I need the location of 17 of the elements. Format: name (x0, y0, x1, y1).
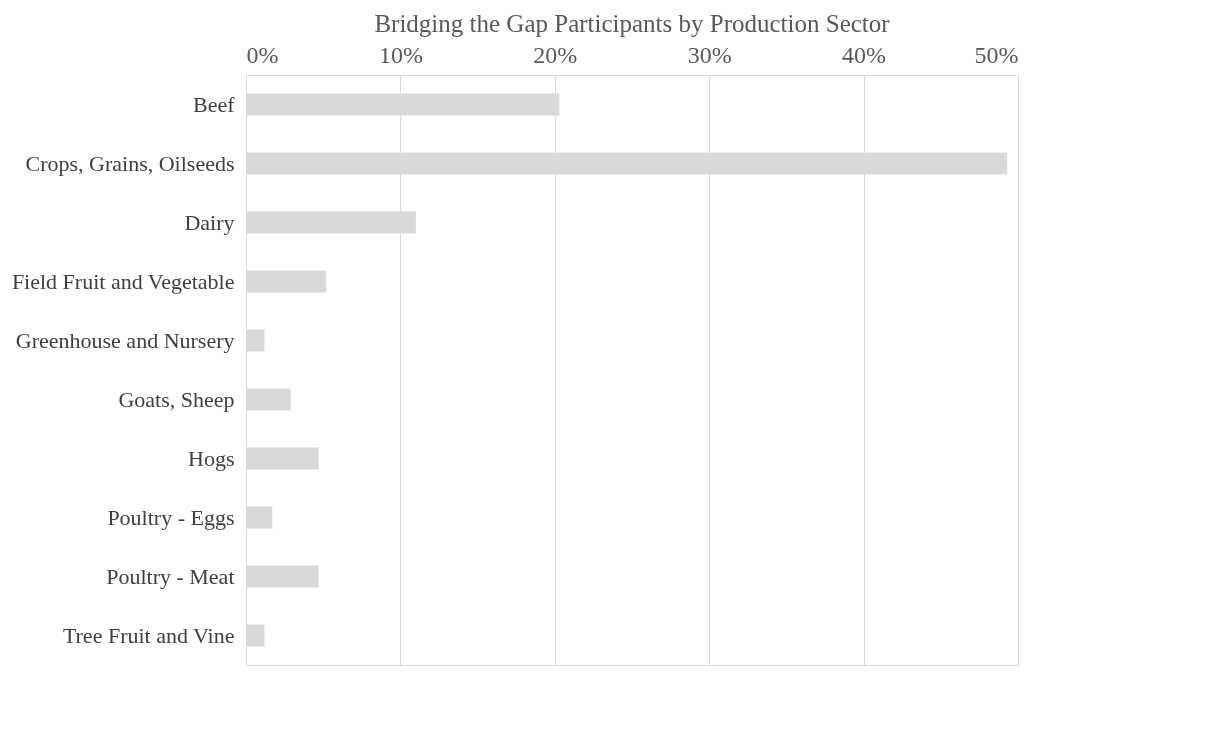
y-tick-label: Crops, Grains, Oilseeds (25, 150, 235, 176)
y-tick-label: Tree Fruit and Vine (62, 622, 235, 648)
x-tick-label: 30% (687, 41, 732, 68)
y-tick-label: Field Fruit and Vegetable (11, 268, 235, 294)
x-tick-label: 50% (974, 41, 1019, 68)
y-tick-label: Dairy (184, 209, 235, 235)
x-tick-label: 0% (246, 41, 279, 68)
y-tick-label: Greenhouse and Nursery (15, 327, 235, 353)
x-tick-label: 40% (842, 41, 887, 68)
y-tick-label: Hogs (188, 445, 235, 471)
chart-title: Bridging the Gap Participants by Production Sector (374, 10, 891, 37)
y-tick-label: Goats, Sheep (118, 386, 235, 412)
x-tick-label: 10% (378, 41, 423, 68)
y-tick-label: Poultry - Meat (106, 563, 235, 589)
y-tick-label: Poultry - Eggs (107, 504, 235, 530)
y-tick-label: Beef (192, 91, 236, 117)
x-tick-label: 20% (533, 41, 578, 68)
